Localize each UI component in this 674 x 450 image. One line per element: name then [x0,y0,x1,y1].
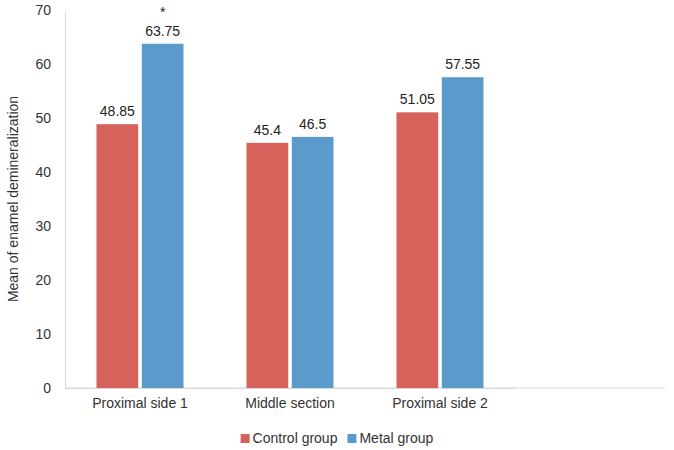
legend-label: Control group [253,430,338,446]
x-tick-label: Proximal side 2 [392,395,488,411]
x-axis: Proximal side 1 Middle section Proximal si… [66,388,516,411]
bar [442,77,484,388]
bar [247,143,289,388]
y-tick-label: 0 [43,380,51,396]
data-labels: 48.85 45.4 51.05 63.75 46.5 57.55 [100,23,481,138]
data-label: 57.55 [445,56,480,72]
data-label: 63.75 [145,23,180,39]
legend-swatch [241,434,250,443]
legend: Control group Metal group [241,430,434,446]
chart: 0 10 20 30 40 50 60 70 Proximal side 1 Middle sec… [0,0,674,450]
y-tick: 50 [35,110,65,126]
y-tick: 10 [35,326,65,342]
y-tick: 70 [35,2,65,18]
y-tick: 40 [35,164,65,180]
x-tick: Proximal side 1 [92,388,188,411]
y-axis-title: Mean of enamel demineralization [5,96,21,302]
legend-item: Control group [241,430,338,446]
y-axis: 0 10 20 30 40 50 60 70 [35,2,65,396]
data-label: 48.85 [100,103,135,119]
y-tick: 30 [35,218,65,234]
x-tick: Proximal side 2 [392,388,488,411]
legend-label: Metal group [359,430,433,446]
data-label: 46.5 [299,116,326,132]
data-label: 45.4 [254,122,281,138]
x-tick-label: Proximal side 1 [92,395,188,411]
y-tick: 0 [43,380,65,396]
bar [292,137,334,388]
y-tick-label: 40 [35,164,51,180]
x-tick: Middle section [245,388,335,411]
x-tick-label: Middle section [245,395,335,411]
data-label: 51.05 [400,91,435,107]
legend-swatch [347,434,356,443]
bar [397,112,439,388]
y-tick-label: 70 [35,2,51,18]
bar [97,124,139,388]
y-tick-label: 10 [35,326,51,342]
y-tick-label: 60 [35,56,51,72]
annotation: * [160,4,166,20]
y-axis-line [65,11,66,389]
y-tick-label: 20 [35,272,51,288]
bar [142,44,184,388]
legend-item: Metal group [347,430,433,446]
y-tick: 60 [35,56,65,72]
y-tick: 20 [35,272,65,288]
bars [97,44,484,388]
y-tick-label: 50 [35,110,51,126]
y-tick-label: 30 [35,218,51,234]
x-axis-line [66,388,516,389]
